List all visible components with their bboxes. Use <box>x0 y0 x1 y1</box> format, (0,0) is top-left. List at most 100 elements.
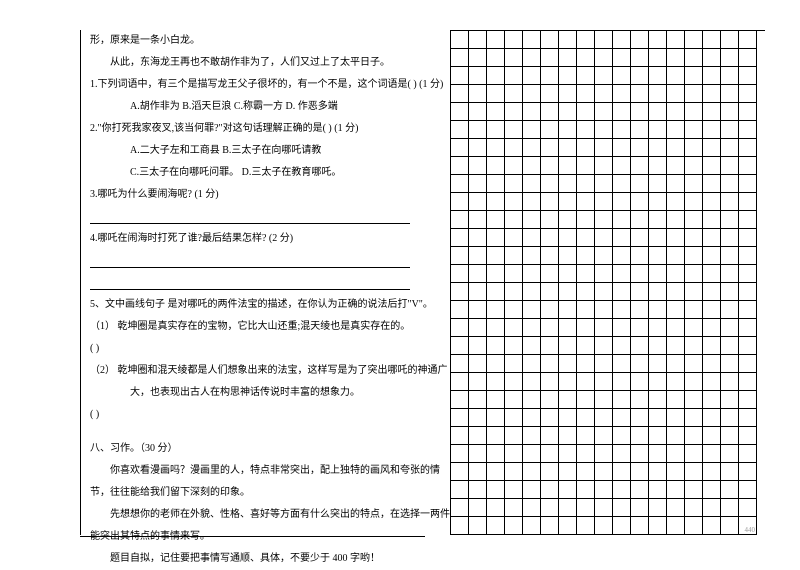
grid-cell[interactable] <box>451 67 469 85</box>
grid-cell[interactable] <box>577 175 595 193</box>
grid-cell[interactable] <box>451 481 469 499</box>
grid-cell[interactable] <box>631 499 649 517</box>
grid-cell[interactable] <box>541 229 559 247</box>
grid-cell[interactable] <box>613 319 631 337</box>
grid-cell[interactable] <box>451 283 469 301</box>
grid-cell[interactable] <box>721 175 739 193</box>
q5-paren[interactable]: ( ) <box>90 338 415 360</box>
grid-cell[interactable] <box>703 67 721 85</box>
grid-cell[interactable] <box>523 103 541 121</box>
answer-blank[interactable] <box>90 250 410 268</box>
grid-cell[interactable] <box>667 175 685 193</box>
grid-cell[interactable] <box>559 301 577 319</box>
grid-cell[interactable] <box>469 265 487 283</box>
grid-cell[interactable] <box>577 49 595 67</box>
grid-cell[interactable] <box>649 67 667 85</box>
grid-cell[interactable] <box>523 301 541 319</box>
grid-cell[interactable] <box>631 67 649 85</box>
grid-cell[interactable] <box>541 283 559 301</box>
grid-cell[interactable] <box>451 463 469 481</box>
grid-cell[interactable] <box>649 265 667 283</box>
grid-cell[interactable] <box>739 31 757 49</box>
grid-cell[interactable] <box>721 481 739 499</box>
grid-cell[interactable] <box>487 31 505 49</box>
grid-cell[interactable] <box>559 211 577 229</box>
grid-cell[interactable] <box>541 67 559 85</box>
grid-cell[interactable] <box>487 85 505 103</box>
grid-cell[interactable] <box>595 67 613 85</box>
grid-cell[interactable] <box>523 445 541 463</box>
grid-cell[interactable] <box>577 445 595 463</box>
grid-cell[interactable] <box>487 355 505 373</box>
grid-cell[interactable] <box>451 265 469 283</box>
grid-cell[interactable] <box>595 193 613 211</box>
grid-cell[interactable] <box>595 409 613 427</box>
grid-cell[interactable] <box>631 121 649 139</box>
grid-cell[interactable] <box>613 31 631 49</box>
grid-cell[interactable] <box>649 391 667 409</box>
grid-cell[interactable] <box>487 67 505 85</box>
grid-cell[interactable] <box>595 85 613 103</box>
grid-cell[interactable] <box>505 247 523 265</box>
grid-cell[interactable] <box>721 103 739 121</box>
grid-cell[interactable] <box>667 445 685 463</box>
grid-cell[interactable] <box>667 517 685 535</box>
grid-cell[interactable] <box>721 319 739 337</box>
grid-cell[interactable] <box>487 229 505 247</box>
grid-cell[interactable] <box>631 427 649 445</box>
grid-cell[interactable] <box>595 265 613 283</box>
grid-cell[interactable] <box>595 211 613 229</box>
grid-cell[interactable] <box>451 175 469 193</box>
grid-cell[interactable] <box>559 103 577 121</box>
grid-cell[interactable] <box>505 301 523 319</box>
grid-cell[interactable] <box>505 373 523 391</box>
grid-cell[interactable] <box>739 355 757 373</box>
grid-cell[interactable] <box>721 463 739 481</box>
grid-cell[interactable] <box>469 499 487 517</box>
grid-cell[interactable] <box>739 103 757 121</box>
grid-cell[interactable] <box>595 157 613 175</box>
grid-cell[interactable] <box>631 373 649 391</box>
grid-cell[interactable] <box>721 229 739 247</box>
grid-cell[interactable] <box>523 121 541 139</box>
grid-cell[interactable] <box>559 517 577 535</box>
grid-cell[interactable] <box>667 373 685 391</box>
grid-cell[interactable] <box>649 337 667 355</box>
grid-cell[interactable] <box>595 283 613 301</box>
grid-cell[interactable] <box>667 463 685 481</box>
grid-cell[interactable] <box>541 499 559 517</box>
grid-cell[interactable] <box>451 157 469 175</box>
grid-cell[interactable] <box>667 103 685 121</box>
grid-cell[interactable] <box>739 391 757 409</box>
grid-cell[interactable] <box>505 463 523 481</box>
grid-cell[interactable] <box>595 121 613 139</box>
grid-cell[interactable] <box>559 121 577 139</box>
grid-cell[interactable] <box>613 337 631 355</box>
grid-cell[interactable] <box>595 481 613 499</box>
grid-cell[interactable] <box>703 175 721 193</box>
grid-cell[interactable] <box>631 481 649 499</box>
grid-cell[interactable] <box>613 103 631 121</box>
grid-cell[interactable] <box>703 391 721 409</box>
grid-cell[interactable] <box>559 31 577 49</box>
grid-cell[interactable] <box>667 121 685 139</box>
grid-cell[interactable] <box>559 481 577 499</box>
grid-cell[interactable] <box>451 517 469 535</box>
grid-cell[interactable] <box>685 229 703 247</box>
grid-cell[interactable] <box>523 193 541 211</box>
grid-cell[interactable] <box>577 319 595 337</box>
grid-cell[interactable] <box>739 85 757 103</box>
grid-cell[interactable] <box>487 337 505 355</box>
grid-cell[interactable] <box>451 193 469 211</box>
grid-cell[interactable] <box>559 373 577 391</box>
grid-cell[interactable] <box>505 49 523 67</box>
grid-cell[interactable] <box>649 85 667 103</box>
grid-cell[interactable] <box>523 481 541 499</box>
grid-cell[interactable] <box>469 85 487 103</box>
grid-cell[interactable] <box>667 481 685 499</box>
grid-cell[interactable] <box>451 85 469 103</box>
grid-cell[interactable] <box>685 463 703 481</box>
grid-cell[interactable] <box>523 157 541 175</box>
grid-cell[interactable] <box>577 211 595 229</box>
grid-cell[interactable] <box>595 427 613 445</box>
